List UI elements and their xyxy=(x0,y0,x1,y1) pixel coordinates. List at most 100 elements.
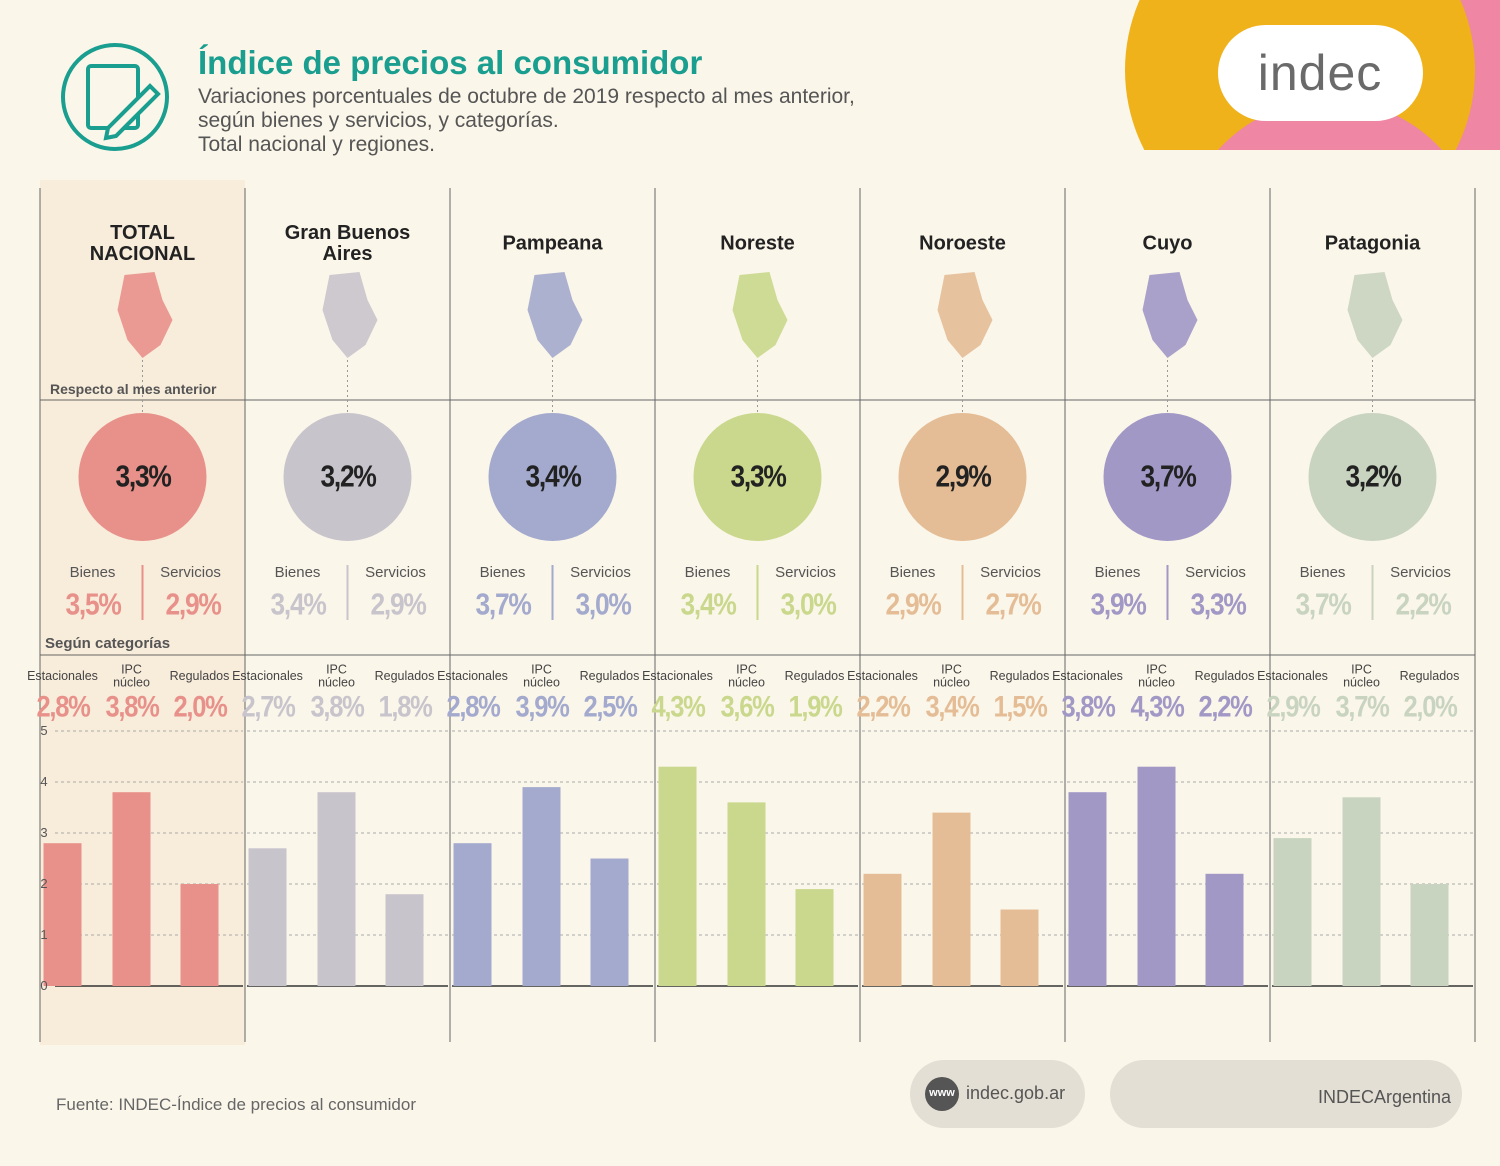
bar xyxy=(317,792,356,986)
bienes-label: Bienes xyxy=(684,564,731,582)
servicios-value: 2,7% xyxy=(985,586,1041,622)
category-label: Regulados xyxy=(374,668,435,683)
category-label: Regulados xyxy=(989,668,1050,683)
servicios-label: Servicios xyxy=(570,564,631,582)
value-label: 1,5% xyxy=(992,690,1047,724)
social-pill xyxy=(1110,1060,1462,1128)
bar xyxy=(1273,838,1312,986)
segun-label: Según categorías xyxy=(45,635,171,652)
total-circle xyxy=(283,413,412,541)
bar xyxy=(590,858,629,986)
category-label: Estacionales xyxy=(232,668,303,683)
value-label: 3,6% xyxy=(719,690,774,724)
total-circle xyxy=(488,413,617,541)
bar xyxy=(727,802,766,986)
value-label: 2,7% xyxy=(240,690,295,724)
servicios-label: Servicios xyxy=(160,564,221,582)
value-label: 2,0% xyxy=(1402,690,1457,724)
region-map xyxy=(937,272,993,358)
subtitle: Total nacional y regiones. xyxy=(198,133,435,156)
category-label: IPC núcleo xyxy=(523,662,560,689)
bienes-label: Bienes xyxy=(1299,564,1346,582)
total-circle xyxy=(898,413,1027,541)
bar xyxy=(1000,909,1039,986)
total-value: 3,3% xyxy=(115,458,171,494)
total-value: 2,9% xyxy=(935,458,991,494)
category-label: Regulados xyxy=(169,668,230,683)
category-label: IPC núcleo xyxy=(113,662,150,689)
bar xyxy=(795,889,834,986)
region-title: Gran Buenos Aires xyxy=(284,222,411,265)
region-map xyxy=(117,272,173,358)
category-label: Estacionales xyxy=(1052,668,1123,683)
value-label: 1,8% xyxy=(377,690,432,724)
bar xyxy=(863,873,902,986)
bar xyxy=(43,843,82,986)
y-tick-label: 3 xyxy=(40,825,48,841)
bar xyxy=(1068,792,1107,986)
logo: indec xyxy=(1257,44,1383,101)
total-circle xyxy=(1308,413,1437,541)
value-label: 3,8% xyxy=(309,690,364,724)
bienes-label: Bienes xyxy=(274,564,321,582)
bienes-value: 3,9% xyxy=(1090,586,1146,622)
region-title: Noroeste xyxy=(919,232,1006,255)
y-tick-label: 5 xyxy=(40,723,48,739)
category-label: IPC núcleo xyxy=(728,662,765,689)
value-label: 4,3% xyxy=(1129,690,1184,724)
category-label: IPC núcleo xyxy=(1138,662,1175,689)
category-label: Estacionales xyxy=(27,668,98,683)
servicios-label: Servicios xyxy=(775,564,836,582)
category-label: Estacionales xyxy=(1257,668,1328,683)
bienes-label: Bienes xyxy=(889,564,936,582)
bar xyxy=(1205,873,1244,986)
icon-pencil xyxy=(103,83,161,141)
bar xyxy=(112,792,151,986)
bar xyxy=(453,843,492,986)
bienes-label: Bienes xyxy=(69,564,116,582)
value-label: 3,7% xyxy=(1334,690,1389,724)
region-map xyxy=(1347,272,1403,358)
region-map xyxy=(527,272,583,358)
value-label: 3,4% xyxy=(924,690,979,724)
total-value: 3,3% xyxy=(730,458,786,494)
category-label: Estacionales xyxy=(642,668,713,683)
total-value: 3,2% xyxy=(320,458,376,494)
region-title: Patagonia xyxy=(1324,232,1421,255)
bar xyxy=(932,812,971,986)
y-tick-label: 2 xyxy=(40,876,48,892)
y-tick-label: 1 xyxy=(40,927,48,943)
region-title: Pampeana xyxy=(502,232,603,255)
bar xyxy=(1410,884,1449,986)
bar xyxy=(248,848,287,986)
category-label: Regulados xyxy=(1194,668,1255,683)
icon xyxy=(61,43,169,151)
servicios-value: 2,2% xyxy=(1395,586,1451,622)
subtitle: según bienes y servicios, y categorías. xyxy=(198,109,559,132)
value-label: 4,3% xyxy=(650,690,705,724)
servicios-value: 2,9% xyxy=(165,586,221,622)
title: Índice de precios al consumidor xyxy=(198,44,703,81)
category-label: Estacionales xyxy=(847,668,918,683)
category-label: IPC núcleo xyxy=(1343,662,1380,689)
www-icon xyxy=(925,1077,959,1111)
bienes-value: 3,4% xyxy=(680,586,736,622)
value-label: 3,8% xyxy=(104,690,159,724)
category-label: Regulados xyxy=(784,668,845,683)
web: indec.gob.ar xyxy=(966,1083,1066,1103)
servicios-label: Servicios xyxy=(365,564,426,582)
region-map xyxy=(1142,272,1198,358)
total-circle xyxy=(1103,413,1232,541)
servicios-label: Servicios xyxy=(980,564,1041,582)
value-label: 3,9% xyxy=(514,690,569,724)
bar xyxy=(1137,766,1176,986)
servicios-label: Servicios xyxy=(1390,564,1451,582)
bar xyxy=(522,787,561,986)
bar xyxy=(385,894,424,986)
region-title: TOTAL NACIONAL xyxy=(89,222,196,265)
servicios-value: 3,0% xyxy=(780,586,836,622)
region-map xyxy=(732,272,788,358)
value-label: 2,2% xyxy=(855,690,910,724)
bienes-label: Bienes xyxy=(1094,564,1141,582)
